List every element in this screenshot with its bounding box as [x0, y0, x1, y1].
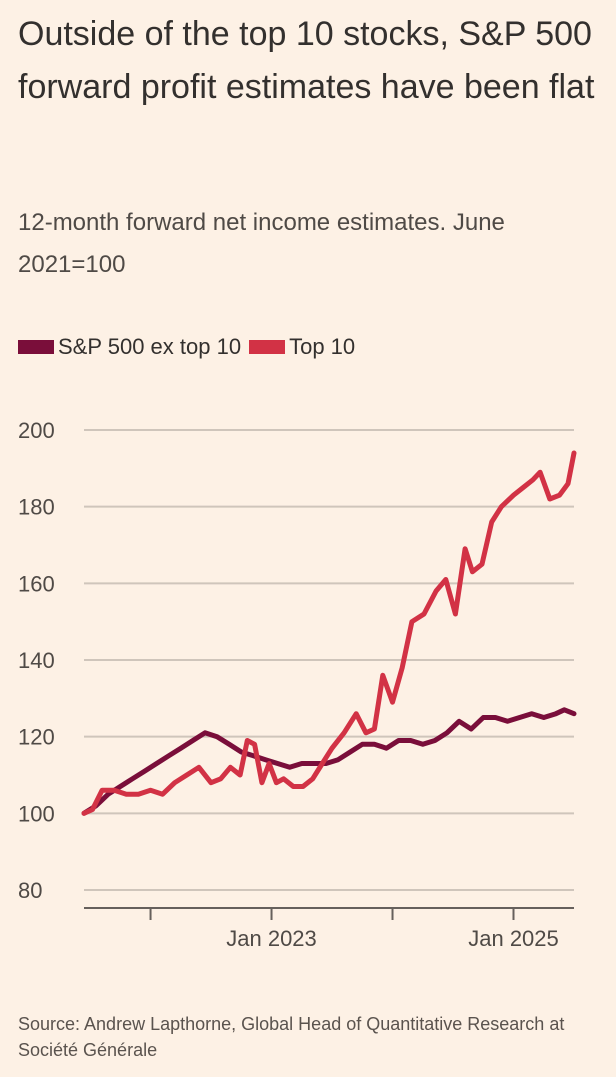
y-tick-label-80: 80 [18, 878, 42, 903]
y-tick-label-120: 120 [18, 725, 55, 750]
legend-item-ex-top10: S&P 500 ex top 10 [18, 334, 241, 360]
x-tick-label-2025: Jan 2025 [468, 926, 559, 951]
legend-item-top10: Top 10 [249, 334, 355, 360]
y-tick-label-180: 180 [18, 495, 55, 520]
legend-swatch-ex-top10 [18, 340, 54, 354]
y-tick-label-140: 140 [18, 648, 55, 673]
legend-label-ex-top10: S&P 500 ex top 10 [58, 334, 242, 359]
x-tick-label-2023: Jan 2023 [226, 926, 317, 951]
legend-swatch-top10 [249, 340, 286, 354]
source-note: Source: Andrew Lapthorne, Global Head of… [18, 1014, 565, 1060]
legend-label-top10: Top 10 [289, 334, 356, 359]
y-tick-label-100: 100 [18, 801, 55, 826]
chart-title: Outside of the top 10 stocks, S&P 500 fo… [18, 15, 595, 106]
y-tick-label-160: 160 [18, 571, 55, 596]
chart-subtitle: 12-month forward net income estimates. J… [18, 209, 505, 278]
series-line-ex-top10 [81, 707, 577, 816]
series-line-top10 [81, 450, 577, 816]
y-tick-label-200: 200 [18, 418, 55, 443]
chart-legend: S&P 500 ex top 10 Top 10 [18, 334, 363, 360]
line-chart: 200 180 160 140 120 100 80 Jan 2023 Jan 2025 [18, 418, 577, 951]
